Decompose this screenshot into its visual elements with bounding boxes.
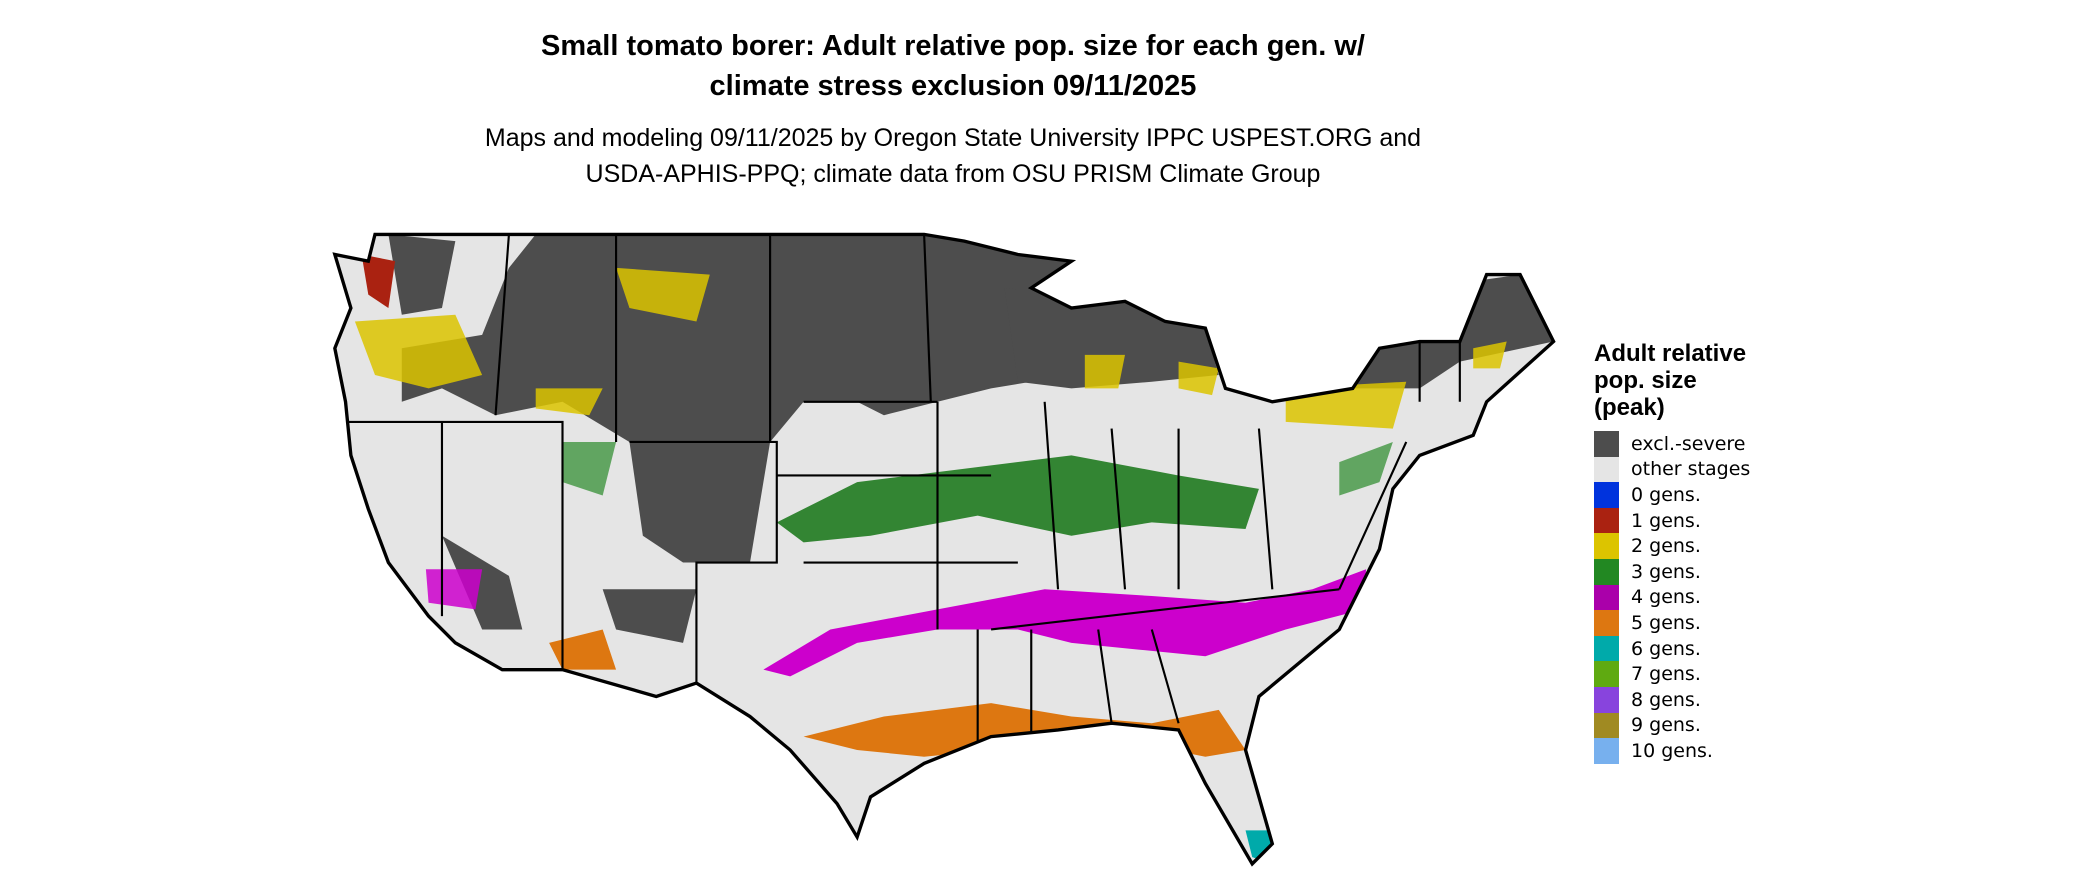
legend-label: 6 gens. bbox=[1631, 637, 1701, 660]
legend-title-line-3: (peak) bbox=[1594, 394, 1665, 421]
three-gen-band bbox=[776, 455, 1259, 543]
legend-item: 8 gens. bbox=[1594, 686, 1794, 713]
legend-swatch bbox=[1594, 584, 1619, 611]
two-gen-patches bbox=[354, 267, 1507, 429]
legend-swatch bbox=[1594, 456, 1619, 483]
state-boundaries bbox=[348, 234, 1461, 751]
legend-items: excl.-severe other stages 0 gens. 1 gens. 2 … bbox=[1594, 431, 1794, 764]
legend-label: 5 gens. bbox=[1631, 611, 1701, 634]
legend-swatch bbox=[1594, 738, 1619, 764]
legend-swatch bbox=[1594, 712, 1619, 739]
legend-label: 2 gens. bbox=[1631, 535, 1701, 558]
legend-swatch bbox=[1594, 610, 1619, 636]
legend-item: excl.-severe bbox=[1594, 431, 1794, 457]
legend-swatch bbox=[1594, 482, 1619, 508]
legend-label: 3 gens. bbox=[1631, 560, 1701, 583]
legend-item: other stages bbox=[1594, 456, 1794, 483]
legend-item: 9 gens. bbox=[1594, 712, 1794, 739]
legend-item: 5 gens. bbox=[1594, 610, 1794, 636]
legend-title-line-1: Adult relative bbox=[1594, 340, 1747, 367]
legend-label: 9 gens. bbox=[1631, 714, 1701, 737]
legend-item: 6 gens. bbox=[1594, 635, 1794, 662]
legend-swatch bbox=[1594, 635, 1619, 662]
excluded-wisconsin-region bbox=[1004, 287, 1219, 389]
map-title-line-1: Small tomato borer: Adult relative pop. … bbox=[541, 30, 1365, 62]
legend-label: 0 gens. bbox=[1631, 483, 1701, 506]
legend-item: 2 gens. bbox=[1594, 533, 1794, 559]
legend-item: 10 gens. bbox=[1594, 738, 1794, 764]
legend-label: other stages bbox=[1631, 458, 1751, 481]
legend-label: 8 gens. bbox=[1631, 688, 1701, 711]
legend-swatch bbox=[1594, 558, 1619, 585]
excluded-north-region bbox=[401, 234, 1072, 563]
map-title-line-2: climate stress exclusion 09/11/2025 bbox=[709, 70, 1197, 102]
legend-swatch bbox=[1594, 533, 1619, 559]
five-gen-band bbox=[549, 629, 1246, 757]
legend-label: excl.-severe bbox=[1631, 432, 1746, 455]
legend-label: 7 gens. bbox=[1631, 663, 1701, 686]
legend: Adult relative pop. size (peak) excl.-se… bbox=[1594, 340, 1794, 764]
legend-item: 3 gens. bbox=[1594, 558, 1794, 585]
legend-title-line-2: pop. size bbox=[1594, 367, 1697, 394]
legend-label: 1 gens. bbox=[1631, 509, 1701, 532]
four-gen-band bbox=[763, 569, 1367, 677]
one-gen-patch bbox=[361, 254, 396, 309]
legend-swatch bbox=[1594, 686, 1619, 713]
legend-item: 4 gens. bbox=[1594, 584, 1794, 611]
four-gen-west bbox=[425, 569, 483, 610]
legend-label: 10 gens. bbox=[1631, 739, 1713, 762]
subtitle-line-1: Maps and modeling 09/11/2025 by Oregon S… bbox=[484, 124, 1422, 152]
legend-item: 1 gens. bbox=[1594, 507, 1794, 534]
six-gen-patches bbox=[883, 816, 1273, 864]
legend-label: 4 gens. bbox=[1631, 586, 1701, 609]
legend-item: 0 gens. bbox=[1594, 482, 1794, 508]
subtitle-line-2: USDA-APHIS-PPQ; climate data from OSU PR… bbox=[585, 160, 1321, 188]
legend-swatch bbox=[1594, 431, 1619, 457]
legend-swatch bbox=[1594, 507, 1619, 534]
excluded-west-patches bbox=[388, 234, 697, 643]
legend-swatch bbox=[1594, 661, 1619, 687]
legend-item: 7 gens. bbox=[1594, 661, 1794, 687]
